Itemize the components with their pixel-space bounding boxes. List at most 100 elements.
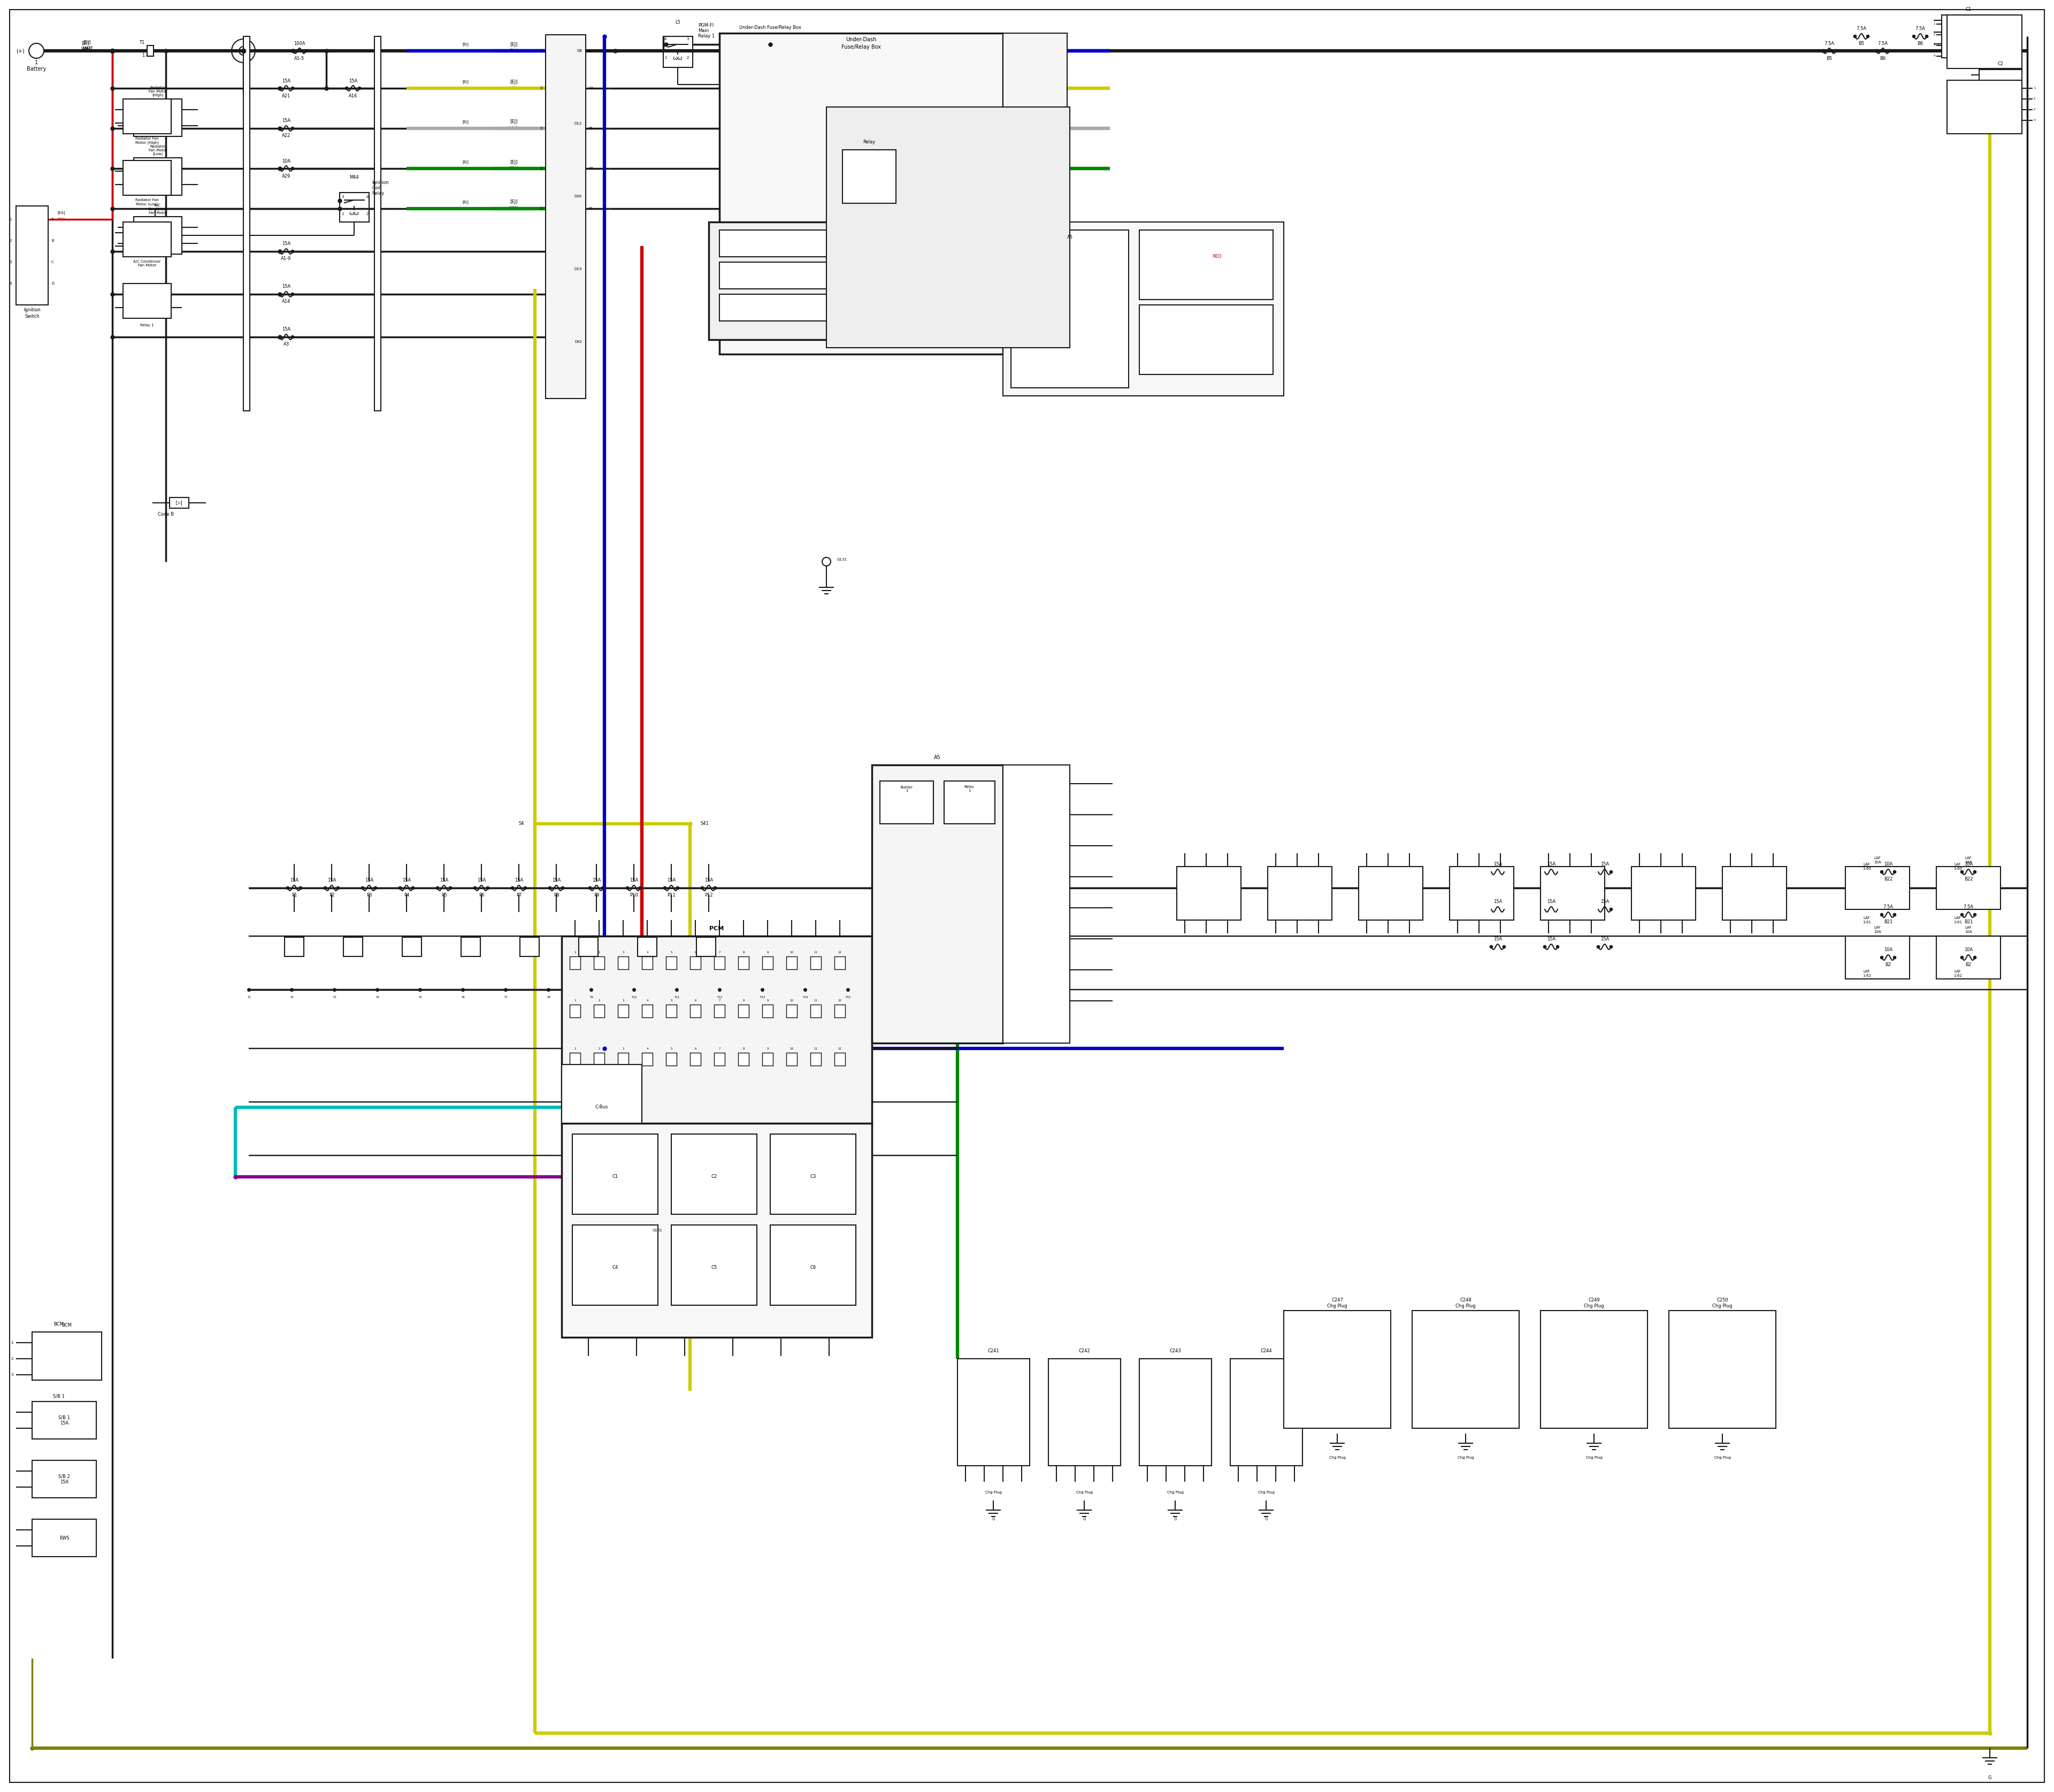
Bar [834,1052,844,1066]
Text: 12: 12 [587,86,594,90]
Bar [1002,765,1070,1043]
Bar [859,229,986,256]
Text: B21: B21 [1884,919,1892,925]
Text: A29: A29 [281,174,290,179]
Text: Battery: Battery [27,66,45,72]
Text: BLU: BLU [509,48,518,54]
Bar [1937,935,2001,978]
Text: Main: Main [698,29,709,34]
Circle shape [1960,914,1964,916]
Bar [579,937,598,957]
Bar [1140,1358,1212,1466]
Circle shape [1974,871,1976,873]
Bar [834,1005,844,1018]
Bar [665,957,676,969]
Circle shape [277,292,281,296]
Text: 7.5A: 7.5A [1884,905,1894,910]
Text: T14: T14 [803,996,807,998]
Text: EWS: EWS [60,1536,70,1541]
Text: P1: P1 [292,892,298,898]
Text: P10: P10 [631,892,639,898]
Text: C1: C1 [612,1174,618,1179]
Bar [148,45,154,56]
Bar [16,206,47,305]
Text: G131: G131 [838,557,846,561]
Text: 15A: 15A [1493,862,1501,867]
Text: [EJ]: [EJ] [509,41,518,47]
Circle shape [1888,48,1892,52]
Text: 15A: 15A [366,878,374,883]
Bar [618,957,629,969]
Text: P5: P5 [442,892,446,898]
Text: S4: S4 [518,821,524,826]
Text: B2: B2 [1966,962,1972,968]
Bar [134,99,183,136]
Text: P8: P8 [553,892,559,898]
Text: P7: P7 [516,892,522,898]
Circle shape [626,887,629,889]
Text: T2: T2 [290,996,294,998]
Text: C243: C243 [1169,1349,1181,1353]
Text: L5: L5 [676,20,680,25]
Text: 4: 4 [663,38,668,41]
Text: 11: 11 [813,952,817,953]
Text: Relay
1: Relay 1 [963,785,974,792]
Text: [EJ]: [EJ] [509,159,518,165]
Text: 15A: 15A [1493,900,1501,905]
Circle shape [676,887,680,889]
Text: 7.5A: 7.5A [1824,41,1834,47]
Circle shape [1557,944,1559,948]
Bar [641,957,653,969]
Circle shape [1610,909,1612,910]
Bar [879,781,933,824]
Text: T12: T12 [717,996,723,998]
Circle shape [277,335,281,339]
Text: 1: 1 [10,217,12,220]
Circle shape [1596,944,1600,948]
Circle shape [1489,944,1493,948]
Circle shape [448,887,452,889]
Bar [123,161,170,195]
Text: B: B [51,238,53,242]
Text: C242: C242 [1078,1349,1091,1353]
Text: [EJ]: [EJ] [462,201,468,204]
Text: G: G [1988,1776,1992,1779]
Text: 10A: 10A [1884,862,1892,867]
Text: LAF
10A: LAF 10A [1873,926,1881,934]
Text: Switch: Switch [25,314,39,319]
Bar [715,1052,725,1066]
Text: 4: 4 [366,195,370,199]
Text: Relay: Relay [863,140,875,143]
Bar [1450,867,1514,919]
Bar [594,957,604,969]
Text: G: G [992,1518,994,1521]
Circle shape [1610,944,1612,948]
Bar [709,222,1002,340]
Text: WHT: WHT [460,127,470,131]
Text: Starter
1: Starter 1 [900,785,914,792]
Circle shape [1504,944,1506,948]
Circle shape [292,86,294,90]
Text: WHT: WHT [82,47,92,52]
Text: 10: 10 [791,952,793,953]
Circle shape [1834,48,1838,52]
Text: A: A [51,217,53,220]
Text: B5: B5 [1859,41,1865,47]
Text: S/B 1: S/B 1 [53,1394,64,1398]
Text: C3: C3 [809,1174,815,1179]
Text: 15A: 15A [327,878,337,883]
Circle shape [292,167,294,170]
Text: LAF
1-61: LAF 1-61 [1953,916,1962,923]
Circle shape [292,292,294,296]
Circle shape [277,127,281,131]
Text: 7.5A: 7.5A [1877,41,1888,47]
Bar [569,1052,581,1066]
Text: BCM: BCM [62,1322,72,1328]
Bar [1941,14,1994,57]
Text: LAF
1-61: LAF 1-61 [1863,916,1871,923]
Bar [672,1134,756,1215]
Bar [715,1005,725,1018]
Circle shape [1596,909,1600,910]
Bar [33,1460,97,1498]
Circle shape [277,86,281,90]
